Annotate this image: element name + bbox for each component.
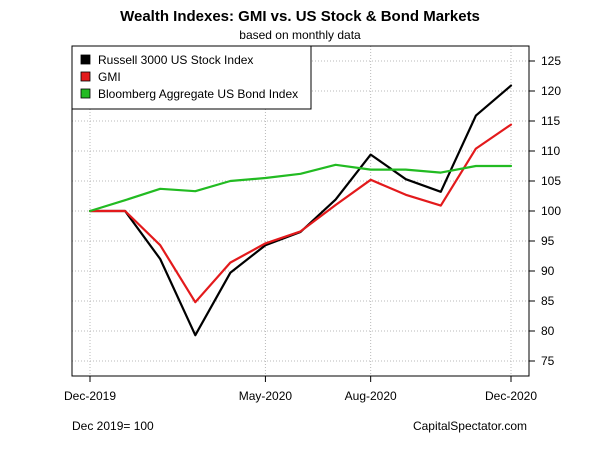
y-tick-label: 110	[541, 144, 560, 158]
series-line-2	[88, 123, 513, 304]
legend-label: GMI	[98, 70, 121, 84]
y-tick-label: 115	[541, 114, 560, 128]
base-note: Dec 2019= 100	[72, 419, 154, 433]
y-tick-label: 95	[541, 234, 555, 248]
legend-label: Russell 3000 US Stock Index	[98, 53, 253, 67]
y-tick-label: 75	[541, 354, 555, 368]
y-tick-label: 120	[541, 84, 561, 98]
x-tick-label: Dec-2020	[485, 389, 537, 403]
x-tick-label: Dec-2019	[64, 389, 116, 403]
y-tick-label: 105	[541, 174, 561, 188]
y-tick-label: 100	[541, 204, 561, 218]
y-tick-label: 80	[541, 324, 555, 338]
legend-box	[71, 45, 312, 110]
series-line-1	[88, 84, 513, 337]
legend-swatch	[80, 88, 91, 99]
y-tick-label: 85	[541, 294, 555, 308]
series-line-3	[88, 163, 513, 213]
y-tick-label: 125	[541, 54, 561, 68]
x-tick-label: Aug-2020	[345, 389, 397, 403]
chart-subtitle: based on monthly data	[239, 28, 361, 42]
x-tick-label: May-2020	[239, 389, 293, 403]
source-note: CapitalSpectator.com	[412, 419, 527, 433]
legend-swatch	[80, 71, 91, 82]
y-tick-label: 90	[541, 264, 555, 278]
legend-label: Bloomberg Aggregate US Bond Index	[98, 87, 298, 101]
legend-swatch	[80, 54, 91, 65]
chart-title: Wealth Indexes: GMI vs. US Stock & Bond …	[120, 8, 480, 25]
